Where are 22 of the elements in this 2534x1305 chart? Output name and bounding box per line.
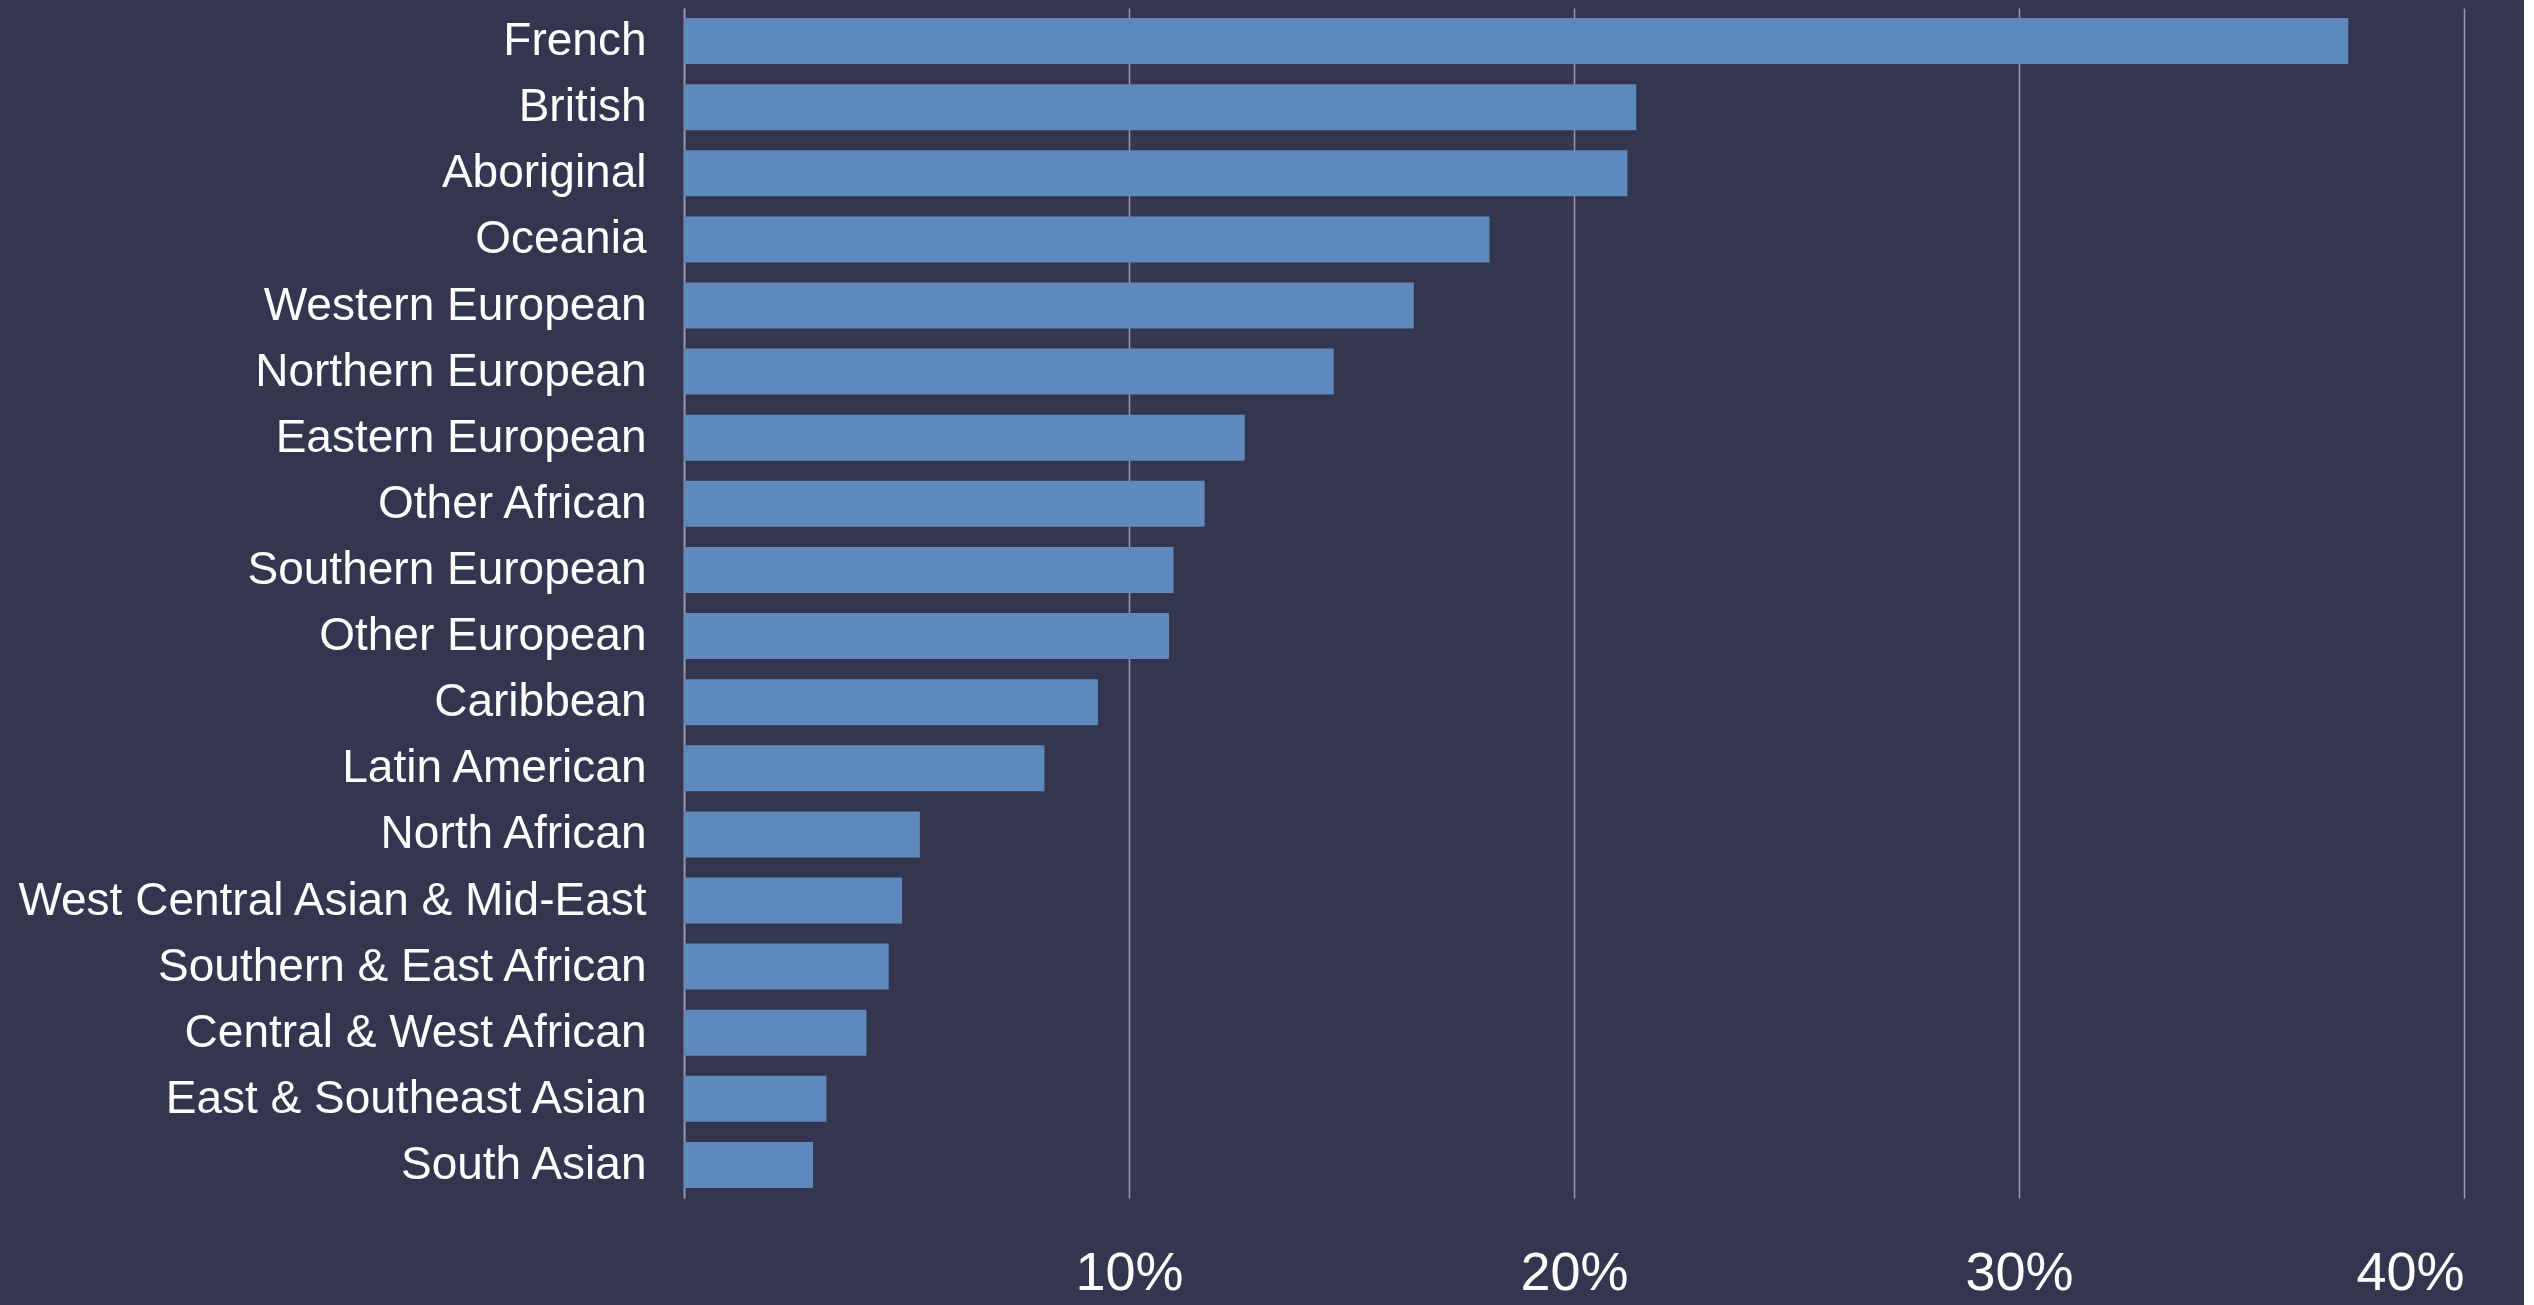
y-tick-label: North African xyxy=(380,806,647,859)
y-tick-label: Aboriginal xyxy=(441,145,647,198)
y-tick-label: Oceania xyxy=(475,211,647,264)
y-tick-label: Other African xyxy=(378,475,647,528)
y-tick-label: Southern & East African xyxy=(158,938,647,991)
y-tick-label: Central & West African xyxy=(184,1004,647,1057)
x-tick-label: 10% xyxy=(1075,1240,1184,1301)
y-tick-label: Western European xyxy=(263,277,647,330)
y-tick-label: Other European xyxy=(319,608,647,661)
y-tick-label: Eastern European xyxy=(275,409,647,462)
y-tick-label: Northern European xyxy=(255,343,647,396)
y-tick-label: Latin American xyxy=(342,740,647,793)
y-tick-label: British xyxy=(518,79,647,132)
y-tick-label: Southern European xyxy=(247,541,647,594)
y-tick-label: West Central Asian & Mid-East xyxy=(18,872,647,925)
x-tick-label: 40% xyxy=(2356,1240,2465,1301)
y-tick-label: East & Southeast Asian xyxy=(165,1070,647,1123)
x-tick-label: 20% xyxy=(1520,1240,1629,1301)
y-tick-label: South Asian xyxy=(400,1136,647,1189)
x-tick-label: 30% xyxy=(1965,1240,2074,1301)
y-tick-label: Caribbean xyxy=(434,674,647,727)
y-tick-label: French xyxy=(503,13,647,66)
